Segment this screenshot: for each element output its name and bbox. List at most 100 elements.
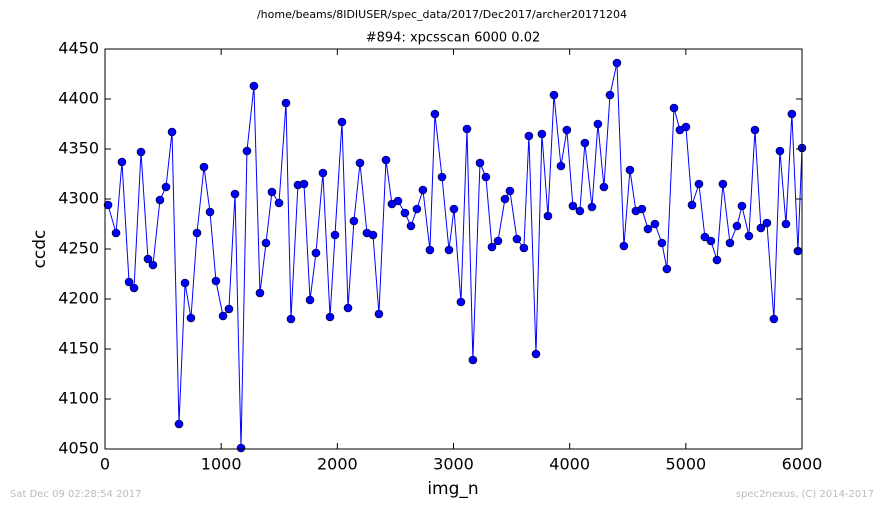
data-point <box>575 206 585 216</box>
suptitle: /home/beams/8IDIUSER/spec_data/2017/Dec2… <box>257 8 627 21</box>
data-point <box>205 207 215 217</box>
data-point <box>762 218 772 228</box>
data-point <box>381 155 391 165</box>
footer-right: spec2nexus, (C) 2014-2017 <box>736 489 874 500</box>
x-tick-label: 3000 <box>433 455 474 474</box>
data-point <box>406 221 416 231</box>
y-tick-label: 4150 <box>58 339 99 358</box>
data-point <box>400 208 410 218</box>
data-point <box>418 185 428 195</box>
data-point <box>756 223 766 233</box>
data-point <box>481 172 491 182</box>
data-point <box>625 165 635 175</box>
axes-frame <box>104 48 803 450</box>
data-point <box>543 211 553 221</box>
y-tick-label: 4450 <box>58 39 99 58</box>
data-point <box>249 81 259 91</box>
data-point <box>669 103 679 113</box>
data-point <box>337 117 347 127</box>
x-tick-label: 6000 <box>782 455 823 474</box>
data-point <box>425 245 435 255</box>
data-point <box>174 419 184 429</box>
data-point <box>129 283 139 293</box>
data-point <box>143 254 153 264</box>
data-point <box>643 224 653 234</box>
data-point <box>255 288 265 298</box>
x-tick-label: 2000 <box>317 455 358 474</box>
data-point <box>725 238 735 248</box>
data-point <box>637 204 647 214</box>
data-point <box>456 297 466 307</box>
data-point <box>186 313 196 323</box>
data-point <box>769 314 779 324</box>
data-point <box>449 204 459 214</box>
data-point <box>793 246 803 256</box>
data-point <box>750 125 760 135</box>
x-tick-label: 0 <box>100 455 110 474</box>
data-point <box>311 248 321 258</box>
data-point <box>299 179 309 189</box>
data-point <box>718 179 728 189</box>
y-tick-label: 4200 <box>58 289 99 308</box>
data-point <box>599 182 609 192</box>
data-point <box>111 228 121 238</box>
data-point <box>267 187 277 197</box>
data-point <box>161 182 171 192</box>
data-point <box>368 230 378 240</box>
data-point <box>487 242 497 252</box>
y-tick-label: 4050 <box>58 439 99 458</box>
data-point <box>737 201 747 211</box>
data-point <box>619 241 629 251</box>
data-point <box>712 255 722 265</box>
data-point <box>286 314 296 324</box>
data-point <box>330 230 340 240</box>
data-point <box>136 147 146 157</box>
data-point <box>650 219 660 229</box>
data-point <box>694 179 704 189</box>
data-point <box>587 202 597 212</box>
data-point <box>612 58 622 68</box>
data-point <box>568 201 578 211</box>
data-point <box>556 161 566 171</box>
y-tick-label: 4300 <box>58 189 99 208</box>
x-tick-label: 1000 <box>201 455 242 474</box>
data-point <box>230 189 240 199</box>
data-point <box>537 129 547 139</box>
data-point <box>192 228 202 238</box>
x-axis-label: img_n <box>427 479 478 499</box>
data-point <box>468 355 478 365</box>
y-axis-label: ccdc <box>30 230 50 269</box>
data-line <box>107 62 803 449</box>
data-point <box>242 146 252 156</box>
data-point <box>430 109 440 119</box>
data-point <box>117 157 127 167</box>
data-point <box>475 158 485 168</box>
data-point <box>732 221 742 231</box>
data-point <box>103 200 113 210</box>
data-point <box>218 311 228 321</box>
data-point <box>343 303 353 313</box>
data-point <box>700 232 710 242</box>
data-point <box>775 146 785 156</box>
plot-area <box>103 58 807 453</box>
data-point <box>462 124 472 134</box>
data-point <box>148 260 158 270</box>
data-point <box>393 196 403 206</box>
data-point <box>199 162 209 172</box>
data-point <box>706 236 716 246</box>
data-point <box>236 443 246 453</box>
data-point <box>355 158 365 168</box>
data-point <box>787 109 797 119</box>
data-point <box>305 295 315 305</box>
y-tick-label: 4400 <box>58 89 99 108</box>
data-point <box>437 172 447 182</box>
data-point <box>124 277 134 287</box>
footer-left: Sat Dec 09 02:28:54 2017 <box>10 489 142 500</box>
data-point <box>681 122 691 132</box>
data-point <box>531 349 541 359</box>
data-point <box>261 238 271 248</box>
y-tick-label: 4350 <box>58 139 99 158</box>
chart-title: #894: xpcsscan 6000 0.02 <box>366 31 541 46</box>
data-point <box>180 278 190 288</box>
